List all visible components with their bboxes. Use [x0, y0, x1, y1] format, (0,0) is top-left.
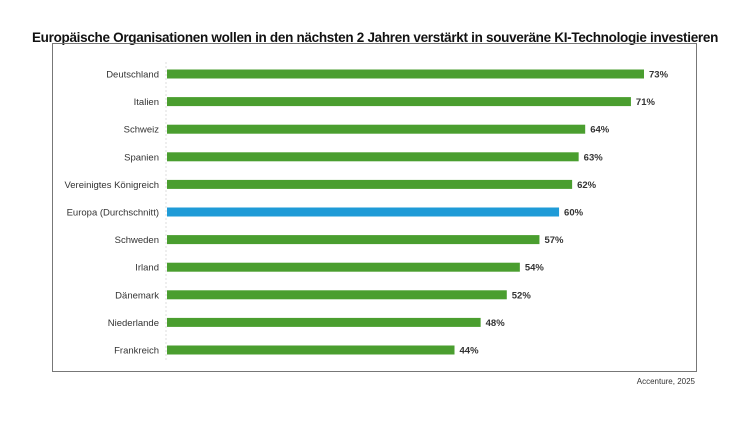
category-label: Dänemark [115, 290, 159, 301]
category-label: Irland [135, 263, 159, 274]
data-label: 52% [512, 290, 532, 301]
chart-frame [52, 43, 697, 372]
data-label: 73% [649, 70, 669, 81]
bar [167, 345, 455, 355]
data-label: 64% [590, 125, 610, 136]
bar [167, 290, 507, 300]
data-label: 62% [577, 180, 597, 191]
bar [167, 97, 631, 107]
category-label: Frankreich [114, 346, 159, 357]
bar [167, 235, 540, 245]
bar [167, 152, 579, 162]
category-label: Schweden [115, 235, 159, 246]
bar [167, 69, 644, 79]
data-label: 48% [486, 318, 506, 329]
data-label: 60% [564, 208, 584, 219]
category-label: Italien [134, 97, 159, 108]
data-label: 63% [584, 152, 604, 163]
chart-title: Europäische Organisationen wollen in den… [31, 30, 719, 45]
data-label: 57% [544, 235, 564, 246]
data-label: 44% [460, 346, 480, 357]
category-label: Europa (Durchschnitt) [67, 208, 159, 219]
bar [167, 262, 520, 272]
data-label: 71% [636, 97, 656, 108]
bar [167, 124, 586, 134]
category-label: Niederlande [108, 318, 159, 329]
bar [167, 179, 573, 189]
category-label: Spanien [124, 152, 159, 163]
category-label: Deutschland [106, 70, 159, 81]
data-label: 54% [525, 263, 545, 274]
bar [167, 317, 481, 327]
source-note: Accenture, 2025 [636, 377, 695, 386]
category-label: Schweiz [124, 125, 160, 136]
bar [167, 207, 560, 217]
category-label: Vereinigtes Königreich [64, 180, 159, 191]
